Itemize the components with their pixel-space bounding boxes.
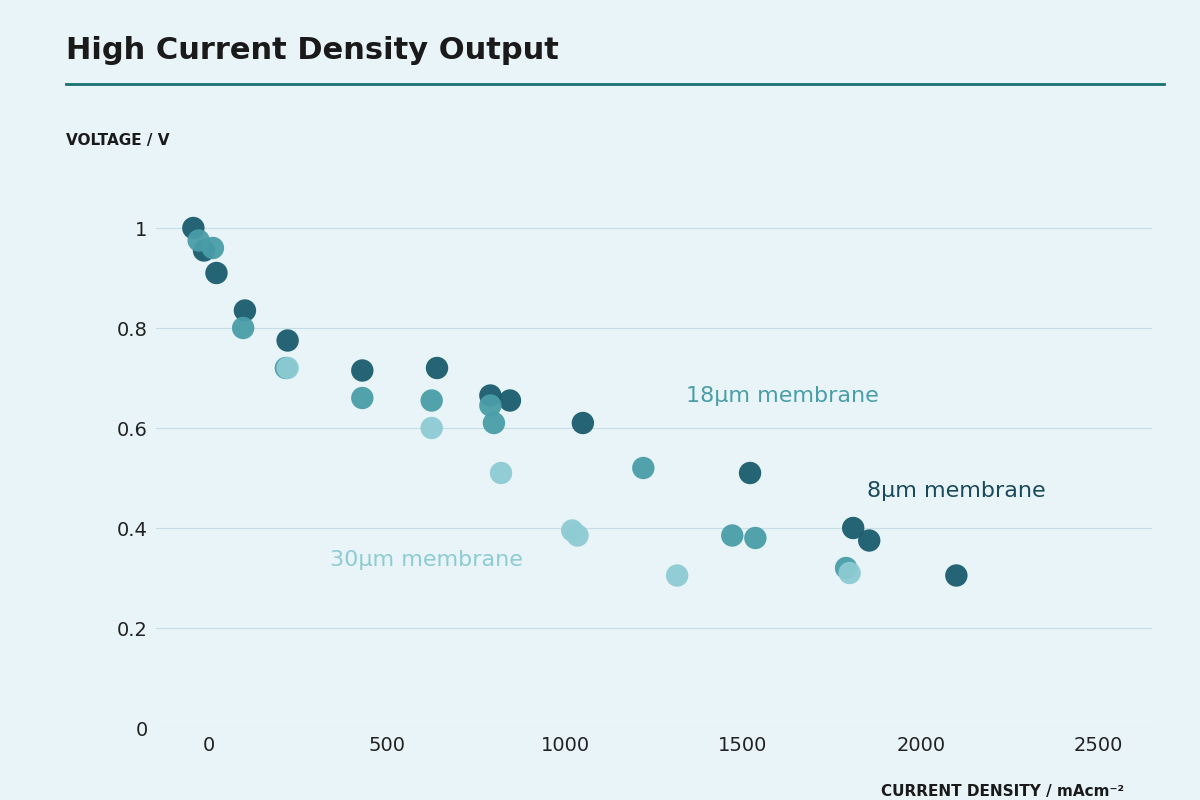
Point [836, 562, 856, 574]
Point [634, 462, 653, 474]
Point [235, 304, 254, 317]
Point [492, 466, 511, 479]
Point [278, 362, 298, 374]
Point [190, 234, 209, 247]
X-axis label: CURRENT DENSITY / mAcm⁻²: CURRENT DENSITY / mAcm⁻² [881, 784, 1124, 799]
Point [500, 394, 520, 407]
Text: High Current Density Output: High Current Density Output [66, 36, 559, 65]
Point [481, 389, 500, 402]
Point [427, 362, 446, 374]
Point [184, 222, 203, 234]
Point [203, 242, 222, 254]
Point [206, 266, 226, 279]
Point [278, 334, 298, 347]
Point [276, 362, 295, 374]
Point [574, 417, 593, 430]
Point [481, 399, 500, 412]
Point [667, 569, 686, 582]
Point [422, 394, 442, 407]
Text: 18μm membrane: 18μm membrane [686, 386, 878, 406]
Text: 8μm membrane: 8μm membrane [868, 481, 1046, 501]
Point [422, 422, 442, 434]
Point [859, 534, 878, 547]
Point [568, 529, 587, 542]
Point [234, 322, 253, 334]
Text: 30μm membrane: 30μm membrane [330, 550, 523, 570]
Point [563, 524, 582, 537]
Point [745, 531, 764, 544]
Point [840, 566, 859, 579]
Point [722, 529, 742, 542]
Point [194, 244, 214, 257]
Point [353, 364, 372, 377]
Point [947, 569, 966, 582]
Point [740, 466, 760, 479]
Text: VOLTAGE / V: VOLTAGE / V [66, 133, 169, 148]
Point [485, 417, 504, 430]
Point [353, 392, 372, 405]
Point [844, 522, 863, 534]
